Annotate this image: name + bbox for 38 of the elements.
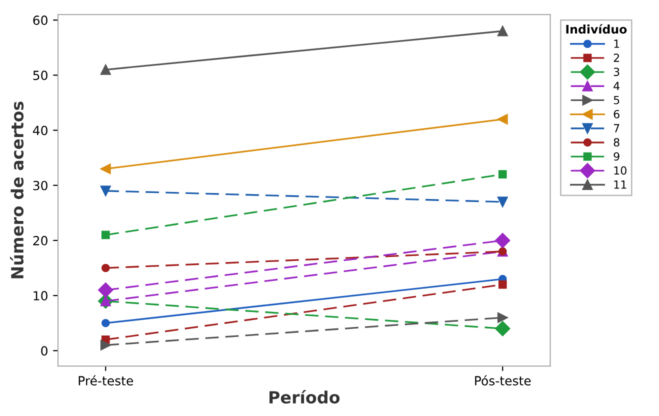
point xyxy=(497,196,508,208)
point xyxy=(495,321,510,336)
point xyxy=(101,230,110,240)
point xyxy=(497,26,508,36)
legend-label: 9 xyxy=(614,152,620,161)
legend-label: 6 xyxy=(614,110,620,118)
legend-label: 1 xyxy=(614,40,620,48)
legend-label: 7 xyxy=(614,124,620,132)
x-axis-title: Período xyxy=(270,390,340,404)
legend-label: 3 xyxy=(614,68,620,76)
y-tick-label: 40 xyxy=(32,126,48,136)
point xyxy=(497,312,508,323)
point xyxy=(498,280,507,289)
y-tick-label: 30 xyxy=(33,180,48,190)
point xyxy=(101,318,110,328)
x-tick-label: Pós-teste xyxy=(475,375,531,386)
legend-label: 10 xyxy=(614,166,626,175)
point xyxy=(100,164,111,174)
y-tick-label: 0 xyxy=(41,346,48,356)
legend-label: 2 xyxy=(614,54,620,62)
point xyxy=(100,186,111,196)
point xyxy=(497,114,508,124)
point xyxy=(498,170,507,179)
point xyxy=(100,64,111,75)
point xyxy=(495,232,510,248)
y-axis-title: Número de acertos xyxy=(10,102,24,278)
point xyxy=(98,282,114,298)
y-tick-label: 60 xyxy=(33,16,48,25)
legend-label: 4 xyxy=(614,82,620,90)
y-tick-label: 10 xyxy=(34,291,48,300)
legend-title: Indivíduo xyxy=(566,24,627,34)
x-tick-label: Pré-teste xyxy=(78,375,134,386)
y-tick-label: 50 xyxy=(33,70,48,80)
y-tick-label: 20 xyxy=(33,236,48,246)
legend-label: 11 xyxy=(614,180,626,189)
point xyxy=(100,340,111,350)
legend-label: 8 xyxy=(614,138,620,147)
legend-label: 5 xyxy=(614,96,620,104)
